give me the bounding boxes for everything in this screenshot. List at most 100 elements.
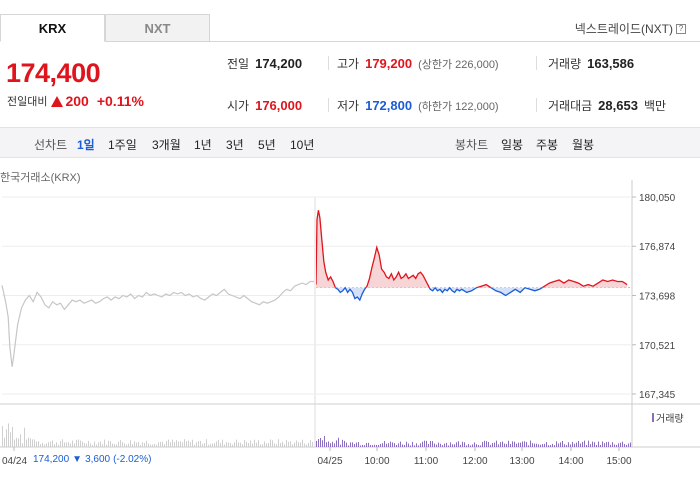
volume-bar	[42, 442, 43, 447]
volume-bar	[242, 444, 243, 447]
divider	[328, 98, 329, 112]
prev-day-line	[1, 280, 314, 367]
volume-bar	[522, 441, 523, 447]
volume-bar	[226, 442, 227, 447]
period-3m[interactable]: 3개월	[152, 138, 181, 152]
y-tick-label: 167,345	[639, 390, 676, 401]
volume-bar	[20, 434, 21, 447]
volume-bar	[62, 439, 63, 447]
period-3y[interactable]: 3년	[226, 138, 244, 152]
volume-label: 거래량	[656, 414, 684, 425]
volume-bar	[72, 440, 73, 447]
stat-open: 시가 176,000	[227, 97, 302, 114]
stat-low: 저가 172,800 (하한가 122,000)	[337, 97, 499, 114]
up-triangle-icon	[51, 95, 64, 107]
volume-bar	[262, 444, 263, 447]
period-toolbar: 선차트 1일 1주일 3개월 1년 3년 5년 10년 봉차트 일봉 주봉 월봉	[0, 127, 700, 158]
volume-bar	[464, 442, 465, 447]
volume-bar	[206, 439, 207, 447]
volume-bar	[420, 443, 421, 447]
volume-bar	[92, 444, 93, 447]
volume-bar	[202, 443, 203, 447]
volume-bar	[510, 443, 511, 447]
volume-bar	[442, 445, 443, 447]
period-10y[interactable]: 10년	[290, 138, 315, 152]
volume-bar	[24, 427, 25, 447]
volume-bar	[126, 444, 127, 447]
volume-bar	[470, 445, 471, 447]
volume-bar	[102, 444, 103, 447]
volume-bar	[570, 444, 571, 447]
tab-nxt[interactable]: NXT	[105, 14, 210, 42]
volume-bar	[362, 444, 363, 447]
volume-bar	[248, 442, 249, 447]
volume-bar	[14, 439, 15, 447]
volume-bar	[296, 440, 297, 447]
volume-bar	[548, 445, 549, 447]
volume-bar	[162, 441, 163, 447]
volume-bar	[186, 441, 187, 447]
volume-bar	[350, 442, 351, 447]
volume-bar	[156, 444, 157, 447]
volume-bar	[168, 439, 169, 447]
volume-bar	[364, 445, 365, 447]
stat-value: 179,200	[365, 56, 413, 71]
volume-bar	[608, 441, 609, 447]
volume-bar	[166, 441, 167, 447]
volume-bar	[48, 442, 49, 447]
x-axis: 04/24 04/25 10:00 11:00 12:00 13:00 14:00 15:00	[2, 447, 632, 467]
volume-bar	[230, 443, 231, 447]
volume-bar	[410, 445, 411, 447]
volume-bar	[280, 442, 281, 447]
volume-bar	[366, 443, 367, 447]
volume-bar	[388, 443, 389, 447]
volume-bar	[130, 440, 131, 447]
volume-bar	[440, 443, 441, 447]
volume-bar	[258, 440, 259, 447]
volume-bar	[50, 441, 51, 447]
volume-bar	[44, 444, 45, 447]
volume-bar	[218, 440, 219, 447]
volume-bar	[284, 444, 285, 447]
volume-bar	[176, 440, 177, 447]
stat-label: 거래대금	[548, 99, 593, 113]
today-line-down	[334, 287, 544, 302]
volume-bar	[66, 442, 67, 447]
volume-bar	[158, 442, 159, 447]
period-1d[interactable]: 1일	[77, 138, 95, 152]
volume-bar	[18, 438, 19, 447]
nxt-info-link[interactable]: 넥스트레이드(NXT) ?	[575, 20, 686, 37]
volume-bar	[86, 443, 87, 447]
period-1w[interactable]: 1주일	[108, 138, 137, 152]
volume-bar	[536, 443, 537, 447]
down-area	[335, 287, 543, 301]
volume-bar	[246, 441, 247, 447]
volume-bar	[84, 443, 85, 447]
period-5y[interactable]: 5년	[258, 138, 276, 152]
volume-bar	[80, 440, 81, 447]
volume-bar	[112, 443, 113, 447]
volume-bar	[508, 440, 509, 447]
volume-bar	[266, 443, 267, 447]
volume-bar	[528, 445, 529, 447]
volume-bar	[12, 426, 13, 447]
candle-daily[interactable]: 일봉	[501, 138, 524, 152]
x-tick-label: 14:00	[558, 456, 583, 467]
volume-bar	[566, 445, 567, 447]
volume-bar	[40, 444, 41, 447]
volume-bar	[256, 442, 257, 447]
candle-monthly[interactable]: 월봉	[572, 138, 595, 152]
volume-bar	[506, 443, 507, 447]
question-icon[interactable]: ?	[676, 23, 686, 34]
x-tick-label: 04/24	[2, 456, 27, 467]
volume-bar	[628, 443, 629, 447]
volume-bar	[2, 426, 3, 447]
x-tick-label: 10:00	[364, 456, 389, 467]
volume-legend: 거래량	[652, 410, 684, 425]
volume-bar	[392, 442, 393, 447]
candle-weekly[interactable]: 주봉	[536, 138, 559, 152]
volume-bar	[386, 443, 387, 447]
period-1y[interactable]: 1년	[194, 138, 212, 152]
tab-krx[interactable]: KRX	[0, 14, 105, 42]
volume-bar	[180, 441, 181, 447]
